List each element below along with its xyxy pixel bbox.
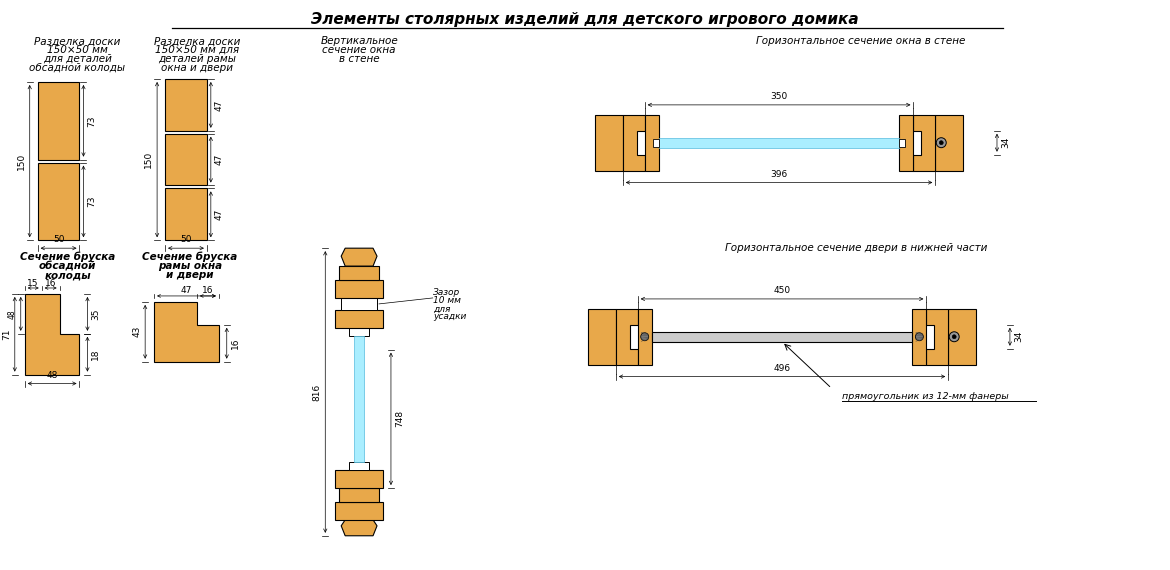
Bar xyxy=(900,139,906,146)
Text: 748: 748 xyxy=(395,410,404,428)
Text: 150: 150 xyxy=(16,153,26,170)
Bar xyxy=(336,470,383,488)
Bar xyxy=(659,138,900,148)
Bar xyxy=(652,332,913,342)
Bar xyxy=(349,328,369,336)
Text: Разделка доски: Разделка доски xyxy=(153,36,240,46)
Polygon shape xyxy=(342,520,377,536)
Text: 71: 71 xyxy=(2,328,11,340)
Polygon shape xyxy=(927,309,948,365)
Text: Разделка доски: Разделка доски xyxy=(34,36,121,46)
Bar xyxy=(948,309,976,365)
Bar xyxy=(913,309,927,365)
Circle shape xyxy=(949,332,959,342)
Text: 18: 18 xyxy=(91,348,101,360)
Text: прямоугольник из 12-мм фанеры: прямоугольник из 12-мм фанеры xyxy=(841,392,1009,401)
Bar xyxy=(355,336,364,462)
Text: окна и двери: окна и двери xyxy=(161,63,233,73)
Bar xyxy=(336,502,383,520)
Text: 48: 48 xyxy=(8,309,16,319)
Text: и двери: и двери xyxy=(166,270,214,280)
Bar xyxy=(653,139,659,146)
Polygon shape xyxy=(342,248,377,266)
Text: обсадной: обсадной xyxy=(39,261,96,271)
Text: 47: 47 xyxy=(215,209,223,220)
Text: 15: 15 xyxy=(27,279,39,287)
Text: 34: 34 xyxy=(1014,331,1023,343)
Text: 350: 350 xyxy=(770,92,787,101)
Circle shape xyxy=(915,333,923,341)
Text: 496: 496 xyxy=(773,364,791,373)
Text: 396: 396 xyxy=(770,169,787,178)
Text: 43: 43 xyxy=(132,326,142,337)
Bar xyxy=(339,488,379,502)
Polygon shape xyxy=(914,115,935,170)
Bar xyxy=(349,462,369,470)
Circle shape xyxy=(940,141,943,145)
Text: рамы окна: рамы окна xyxy=(158,261,222,271)
Text: для деталей: для деталей xyxy=(43,54,112,64)
Text: 50: 50 xyxy=(53,235,64,244)
Text: 50: 50 xyxy=(180,235,192,244)
Text: 450: 450 xyxy=(773,286,791,295)
Text: 10 мм: 10 мм xyxy=(433,296,461,306)
Bar xyxy=(336,280,383,298)
Text: 34: 34 xyxy=(1002,137,1010,148)
Polygon shape xyxy=(154,302,219,361)
Text: 150×50 мм для: 150×50 мм для xyxy=(154,45,239,55)
Bar xyxy=(596,115,622,170)
Text: Вертикальное: Вертикальное xyxy=(321,36,398,46)
Polygon shape xyxy=(25,294,80,374)
Text: 16: 16 xyxy=(230,337,240,349)
Text: Горизонтальное сечение окна в стене: Горизонтальное сечение окна в стене xyxy=(756,36,965,46)
Text: 47: 47 xyxy=(180,287,192,295)
Text: 48: 48 xyxy=(47,370,57,380)
Bar xyxy=(589,309,615,365)
Text: Сечение бруска: Сечение бруска xyxy=(20,252,115,262)
Bar xyxy=(645,115,659,170)
Text: в стене: в стене xyxy=(339,54,379,64)
Bar xyxy=(935,115,963,170)
Text: 73: 73 xyxy=(88,115,96,127)
Polygon shape xyxy=(615,309,638,365)
Text: колоды: колоды xyxy=(44,270,91,280)
Bar xyxy=(342,298,377,310)
Text: 47: 47 xyxy=(215,99,223,111)
Text: Зазор: Зазор xyxy=(433,288,460,298)
Text: для: для xyxy=(433,304,450,314)
Bar xyxy=(638,309,652,365)
Text: 73: 73 xyxy=(88,196,96,207)
Text: Сечение бруска: Сечение бруска xyxy=(143,252,238,262)
Bar xyxy=(37,162,80,240)
Polygon shape xyxy=(622,115,645,170)
Text: 150×50 мм: 150×50 мм xyxy=(47,45,108,55)
Circle shape xyxy=(641,333,648,341)
Text: усадки: усадки xyxy=(433,312,466,321)
Bar xyxy=(900,115,914,170)
Text: 16: 16 xyxy=(202,287,214,295)
Bar xyxy=(339,266,379,280)
Text: 16: 16 xyxy=(44,279,56,287)
Circle shape xyxy=(952,335,956,339)
Text: обсадной колоды: обсадной колоды xyxy=(29,63,125,73)
Text: сечение окна: сечение окна xyxy=(323,45,395,55)
Bar xyxy=(165,79,207,131)
Text: 816: 816 xyxy=(312,384,322,401)
Bar xyxy=(165,189,207,240)
Circle shape xyxy=(936,138,947,148)
Text: Элементы столярных изделий для детского игрового домика: Элементы столярных изделий для детского … xyxy=(311,12,859,27)
Text: 47: 47 xyxy=(215,154,223,165)
Bar xyxy=(165,134,207,185)
Text: деталей рамы: деталей рамы xyxy=(158,54,236,64)
Bar xyxy=(37,82,80,160)
Text: 150: 150 xyxy=(144,151,153,168)
Text: 35: 35 xyxy=(91,308,101,320)
Text: Горизонтальное сечение двери в нижней части: Горизонтальное сечение двери в нижней ча… xyxy=(725,243,987,253)
Bar xyxy=(336,310,383,328)
